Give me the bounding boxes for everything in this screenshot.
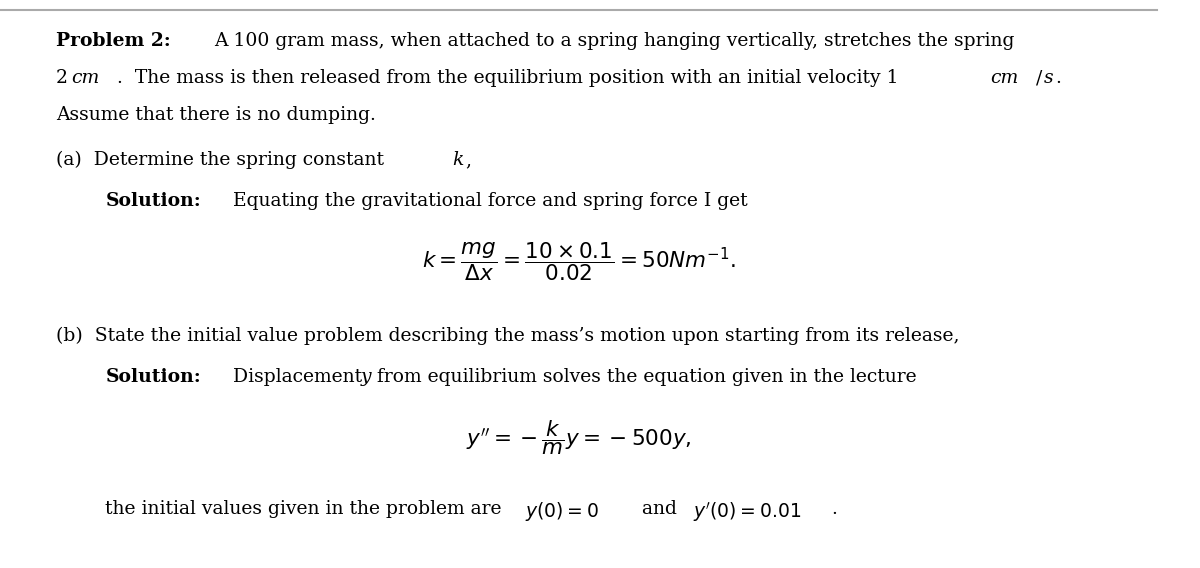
Text: Displacement: Displacement: [233, 367, 367, 386]
Text: from equilibrium solves the equation given in the lecture: from equilibrium solves the equation giv…: [371, 367, 917, 386]
Text: (b)  State the initial value problem describing the mass’s motion upon starting : (b) State the initial value problem desc…: [55, 327, 959, 345]
Text: Equating the gravitational force and spring force I get: Equating the gravitational force and spr…: [233, 192, 748, 210]
Text: /: /: [1036, 69, 1042, 87]
Text: s: s: [1044, 69, 1054, 87]
Text: 2: 2: [55, 69, 67, 87]
Text: ,: ,: [464, 151, 470, 169]
Text: $y(0) = 0$: $y(0) = 0$: [524, 500, 599, 523]
Text: $k = \dfrac{mg}{\Delta x} = \dfrac{10 \times 0.1}{0.02} = 50Nm^{-1}.$: $k = \dfrac{mg}{\Delta x} = \dfrac{10 \t…: [422, 240, 737, 283]
Text: Problem 2:: Problem 2:: [55, 32, 170, 51]
Text: (a)  Determine the spring constant: (a) Determine the spring constant: [55, 151, 390, 169]
Text: Assume that there is no dumping.: Assume that there is no dumping.: [55, 106, 376, 124]
Text: .: .: [1056, 69, 1061, 87]
Text: the initial values given in the problem are: the initial values given in the problem …: [106, 500, 508, 518]
Text: Solution:: Solution:: [106, 192, 202, 210]
Text: A 100 gram mass, when attached to a spring hanging vertically, stretches the spr: A 100 gram mass, when attached to a spri…: [214, 32, 1014, 51]
Text: and: and: [636, 500, 683, 518]
Text: Solution:: Solution:: [106, 367, 202, 386]
Text: .  The mass is then released from the equilibrium position with an initial veloc: . The mass is then released from the equ…: [116, 69, 899, 87]
Text: cm: cm: [991, 69, 1019, 87]
Text: .: .: [832, 500, 838, 518]
Text: cm: cm: [71, 69, 98, 87]
Text: k: k: [452, 151, 463, 169]
Text: $y'' = -\dfrac{k}{m}y = -500y,$: $y'' = -\dfrac{k}{m}y = -500y,$: [467, 419, 692, 457]
Text: $y'(0) = 0.01$: $y'(0) = 0.01$: [692, 500, 800, 524]
Text: y: y: [361, 367, 372, 386]
